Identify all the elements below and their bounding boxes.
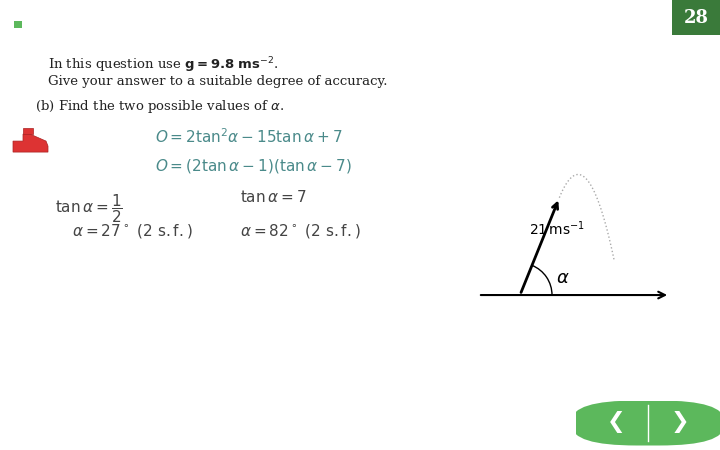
Polygon shape [7,4,29,16]
Bar [14,21,22,27]
Text: $O = 2\tan^2\!\alpha - 15\tan\alpha + 7$: $O = 2\tan^2\!\alpha - 15\tan\alpha + 7$ [155,127,343,146]
Text: $\alpha = 27^\circ\ (2\ \mathrm{s.f.})$: $\alpha = 27^\circ\ (2\ \mathrm{s.f.})$ [72,222,193,240]
Bar [672,0,720,35]
Polygon shape [23,128,33,134]
Text: ❮: ❮ [607,411,626,433]
Text: $\alpha = 82^\circ\ (2\ \mathrm{s.f.})$: $\alpha = 82^\circ\ (2\ \mathrm{s.f.})$ [240,222,361,240]
Text: (b) Find the two possible values of $\alpha$.: (b) Find the two possible values of $\al… [35,98,284,115]
Bar [10,16,26,27]
Text: Give your answer to a suitable degree of accuracy.: Give your answer to a suitable degree of… [48,75,387,88]
Text: 17/12/2021: 17/12/2021 [535,10,615,25]
Text: 28: 28 [683,9,708,27]
Text: EQUATION OF THE TRAJECTORY | EXAMPLE-PROBLEM PAIR: EQUATION OF THE TRAJECTORY | EXAMPLE-PRO… [100,10,610,25]
Text: $\tan\alpha = 7$: $\tan\alpha = 7$ [240,189,307,205]
Text: $21\,\mathrm{ms}^{-1}$: $21\,\mathrm{ms}^{-1}$ [529,220,585,238]
FancyBboxPatch shape [572,400,720,446]
Text: ❯: ❯ [670,411,689,433]
Text: $\tan\alpha = \dfrac{1}{2}$: $\tan\alpha = \dfrac{1}{2}$ [55,192,123,225]
Text: In this question use $\mathbf{g = 9.8\ ms}^{-2}$.: In this question use $\mathbf{g = 9.8\ m… [48,55,279,75]
Polygon shape [13,134,48,152]
Text: $\alpha$: $\alpha$ [556,269,570,287]
Text: $O = (2\tan\alpha - 1)(\tan\alpha - 7)$: $O = (2\tan\alpha - 1)(\tan\alpha - 7)$ [155,157,352,175]
